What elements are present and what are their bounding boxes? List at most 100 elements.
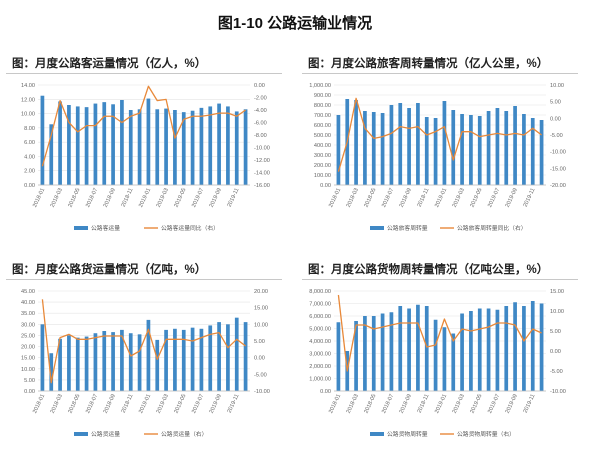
- right-axis-tick-label: -14.00: [254, 171, 270, 177]
- bar: [398, 103, 403, 185]
- x-axis-tick-label: 2018-07: [85, 187, 99, 208]
- legend-bar-label: 公路旅客周转量: [387, 224, 428, 232]
- right-axis-tick-label: 10.00: [254, 322, 268, 328]
- left-axis-tick-label: 4,000.00: [309, 339, 331, 345]
- bar: [442, 327, 447, 391]
- bar: [495, 309, 500, 391]
- bar: [173, 328, 177, 391]
- passenger-volume-chart: 0.00 2.00 4.00 6.00 8.00 10.00 12.00 14.00 -16.0…: [21, 83, 270, 232]
- right-axis-tick-label: 20.00: [254, 289, 268, 295]
- x-axis-tick-label: 2019-05: [469, 393, 483, 414]
- bar: [407, 108, 411, 185]
- bar: [208, 106, 213, 185]
- bar: [363, 316, 367, 391]
- x-axis-tick-label: 2019-03: [452, 187, 466, 208]
- left-axis-tick-label: 0.00: [24, 183, 35, 189]
- bar: [451, 110, 456, 185]
- bar: [111, 104, 115, 185]
- legend-line-label: 公路旅客周转量同比（右）: [457, 224, 527, 232]
- right-axis-tick-label: -2.00: [254, 96, 267, 102]
- bar: [354, 321, 358, 391]
- x-axis-tick-label: 2018-07: [381, 187, 395, 208]
- freight-turnover-chart: 0.00 1,000.00 2,000.00 3,000.00 4,000.00 5,00…: [309, 289, 566, 438]
- x-axis-tick-label: 2018-05: [67, 393, 81, 414]
- bar: [243, 322, 248, 391]
- bar: [371, 112, 376, 185]
- right-axis-tick-label: -5.00: [550, 133, 563, 139]
- chart-panel-passenger-volume: 图：月度公路客运量情况（亿人，%） 0.00 2.00 4.00 6.00 8.00 10…: [4, 55, 282, 240]
- bar: [486, 308, 491, 391]
- right-axis-tick-label: -15.00: [550, 166, 566, 172]
- x-axis-tick-label: 2019-09: [209, 187, 223, 208]
- bar: [181, 329, 186, 391]
- left-axis-tick-label: 100.00: [314, 173, 331, 179]
- x-axis-tick-label: 2018-01: [32, 393, 46, 414]
- bar: [451, 333, 456, 391]
- bar: [164, 329, 168, 391]
- bar: [181, 112, 186, 185]
- x-axis-tick-label: 2019-01: [434, 393, 448, 414]
- bar: [217, 103, 221, 185]
- x-axis-tick-label: 2019-07: [487, 393, 501, 414]
- bar: [477, 116, 482, 185]
- right-axis-tick-label: -16.00: [254, 183, 270, 189]
- bar: [155, 339, 160, 391]
- right-axis-tick-label: 10.00: [550, 83, 564, 89]
- bar: [243, 109, 248, 185]
- right-axis-tick-label: -10.00: [254, 146, 270, 152]
- right-axis-tick-label: -8.00: [254, 133, 267, 139]
- left-axis-tick-label: 900.00: [314, 93, 331, 99]
- legend-bar-label: 公路货物周转量: [387, 430, 428, 438]
- x-axis-tick-label: 2018-09: [399, 393, 413, 414]
- bar: [58, 338, 62, 391]
- left-axis-tick-label: 30.00: [21, 322, 35, 328]
- left-axis-tick-label: 4.00: [24, 154, 35, 160]
- yoy-line: [337, 294, 542, 372]
- legend-bar-label: 公路客运量: [91, 224, 120, 232]
- yoy-line: [337, 97, 542, 172]
- bar: [486, 111, 491, 185]
- bar: [40, 324, 45, 391]
- bar: [513, 106, 517, 185]
- right-axis-tick-label: -6.00: [254, 121, 267, 127]
- bar: [336, 115, 341, 185]
- left-axis-tick-label: 20.00: [21, 345, 35, 351]
- bar: [530, 301, 535, 391]
- left-axis-tick-label: 700.00: [314, 113, 331, 119]
- legend-line-label: 公路货物周转量（右）: [457, 430, 515, 438]
- bar: [120, 100, 124, 185]
- left-axis-tick-label: 400.00: [314, 143, 331, 149]
- bar: [424, 117, 429, 185]
- bar: [164, 108, 168, 185]
- bar: [504, 306, 509, 391]
- bar: [84, 336, 89, 391]
- left-axis-tick-label: 35.00: [21, 311, 35, 317]
- bar: [58, 101, 62, 185]
- x-axis-tick-label: 2018-05: [363, 393, 377, 414]
- bar: [363, 111, 367, 185]
- x-axis-tick-label: 2018-01: [328, 187, 342, 208]
- bar: [137, 109, 142, 185]
- chart-title: 图：月度公路旅客周转量情况（亿人公里，%）: [308, 58, 549, 70]
- x-axis-tick-label: 2018-11: [417, 393, 431, 414]
- x-axis-tick-label: 2019-05: [469, 187, 483, 208]
- x-axis-tick-label: 2018-01: [328, 393, 342, 414]
- bar: [49, 124, 54, 185]
- bar: [111, 332, 115, 391]
- bar: [93, 103, 98, 185]
- bar: [67, 335, 71, 391]
- x-axis-tick-label: 2019-07: [487, 187, 501, 208]
- bar: [155, 109, 160, 185]
- bar: [128, 110, 133, 185]
- left-axis-tick-label: 600.00: [314, 123, 331, 129]
- bar: [371, 316, 376, 391]
- right-axis-tick-label: 5.00: [550, 100, 561, 106]
- x-axis-tick-label: 2019-03: [156, 393, 170, 414]
- left-axis-tick-label: 0.00: [24, 389, 35, 395]
- bar: [380, 313, 385, 391]
- x-axis-tick-label: 2019-01: [434, 187, 448, 208]
- right-axis-tick-label: 5.00: [550, 329, 561, 335]
- x-axis-tick-label: 2018-11: [417, 187, 431, 208]
- x-axis-tick-label: 2018-01: [32, 187, 46, 208]
- bar: [469, 115, 473, 185]
